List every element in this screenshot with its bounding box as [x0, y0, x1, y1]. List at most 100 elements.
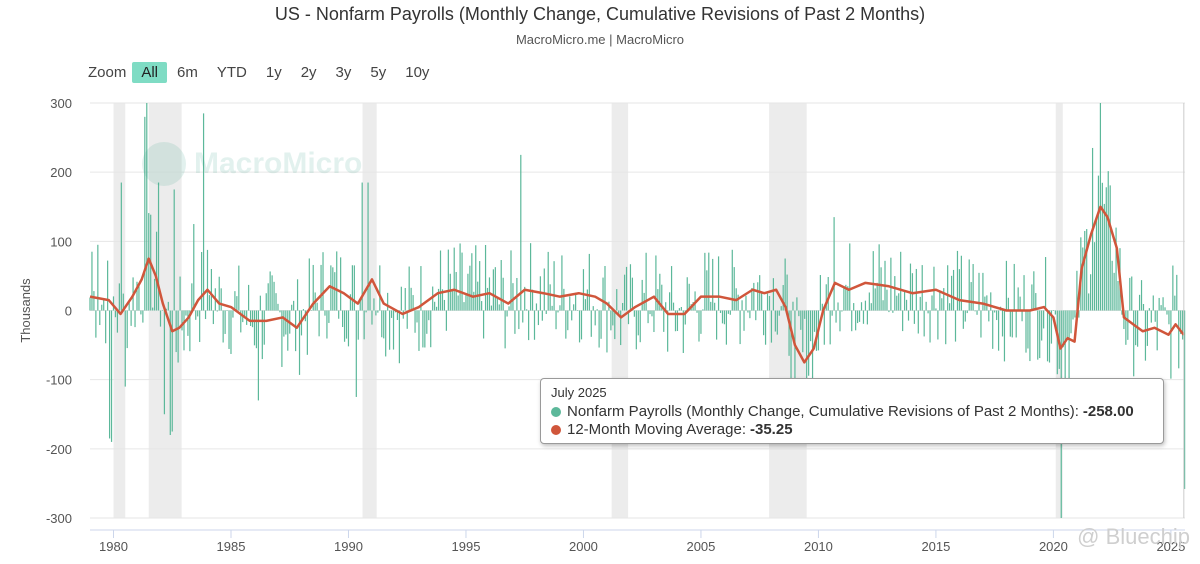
- payroll-bar: [851, 310, 853, 332]
- payroll-bar: [1105, 187, 1107, 311]
- payroll-bar: [909, 263, 912, 311]
- payroll-bar: [837, 302, 839, 311]
- payroll-bar: [234, 291, 236, 311]
- payroll-bar: [913, 310, 915, 324]
- payroll-bar: [935, 308, 937, 311]
- zoom-all-button[interactable]: All: [132, 62, 168, 83]
- payroll-bar: [1064, 310, 1066, 384]
- zoom-ytd-button[interactable]: YTD: [216, 64, 247, 81]
- payroll-bar: [1113, 272, 1115, 311]
- payroll-bar: [430, 310, 432, 348]
- payroll-bar: [1146, 310, 1149, 346]
- y-tick-label: 0: [65, 304, 72, 319]
- payroll-bar: [745, 295, 747, 311]
- payroll-bar: [212, 310, 214, 325]
- zoom-3y-button[interactable]: 3y: [335, 64, 352, 81]
- payroll-bar: [216, 310, 218, 312]
- payroll-bar: [347, 310, 350, 347]
- payroll-bar: [400, 286, 402, 311]
- payroll-bar: [473, 291, 475, 311]
- payroll-bar: [226, 310, 228, 312]
- payroll-bar: [324, 310, 326, 316]
- payroll-bar: [475, 245, 477, 311]
- payroll-bar: [357, 310, 359, 340]
- payroll-bar: [980, 310, 982, 338]
- payroll-bar: [467, 273, 469, 311]
- payroll-bar: [586, 289, 588, 311]
- payroll-bar: [606, 310, 608, 353]
- payroll-bar: [952, 269, 955, 311]
- payroll-bar: [616, 289, 618, 311]
- payroll-bar: [927, 310, 929, 314]
- payroll-bar: [717, 256, 720, 311]
- payroll-bar: [743, 310, 745, 331]
- payroll-bar: [179, 276, 181, 311]
- payroll-bar: [710, 301, 712, 311]
- payroll-bar: [939, 291, 941, 311]
- payroll-bar: [441, 289, 444, 311]
- zoom-1y-button[interactable]: 1y: [265, 64, 282, 81]
- chart-subtitle: MacroMicro.me | MacroMicro: [515, 32, 685, 47]
- payroll-bar: [1035, 293, 1037, 311]
- payroll-bar: [874, 288, 876, 311]
- payroll-bar: [696, 310, 698, 313]
- zoom-10y-button[interactable]: 10y: [405, 64, 430, 81]
- payroll-bar: [1158, 297, 1160, 311]
- payroll-bar: [112, 296, 115, 311]
- payroll-bar: [919, 296, 921, 311]
- payroll-bar: [653, 310, 655, 333]
- payroll-bar: [363, 310, 365, 340]
- payroll-bar: [481, 301, 483, 311]
- payroll-bar: [667, 310, 669, 352]
- payroll-bar: [582, 269, 585, 311]
- payroll-bar: [410, 287, 412, 311]
- payroll-bar: [1054, 310, 1056, 315]
- payroll-bar: [686, 277, 688, 311]
- payroll-bar: [968, 259, 970, 311]
- payroll-bar: [1041, 310, 1043, 341]
- payroll-bar: [714, 302, 716, 311]
- payroll-bar: [210, 269, 213, 311]
- payroll-bar: [1015, 310, 1017, 338]
- payroll-bar: [950, 275, 953, 311]
- payroll-bar: [625, 266, 628, 311]
- payroll-bar: [907, 310, 910, 321]
- payroll-bar: [808, 310, 810, 376]
- payroll-bar: [1084, 230, 1086, 311]
- y-tick-label: -100: [46, 373, 72, 388]
- payroll-bar: [1142, 304, 1145, 311]
- y-tick-label: -300: [46, 511, 72, 526]
- payroll-bar: [1170, 310, 1172, 379]
- zoom-5y-button[interactable]: 5y: [370, 64, 387, 81]
- payroll-bar: [445, 310, 447, 331]
- payroll-bar: [298, 310, 301, 375]
- payroll-bar: [917, 310, 919, 334]
- tooltip-series1-value: -258.00: [1082, 403, 1134, 420]
- payroll-bar: [629, 264, 632, 311]
- payroll-bar: [512, 283, 514, 311]
- payroll-bar: [134, 310, 136, 328]
- payroll-bar: [737, 294, 739, 311]
- payroll-bar: [655, 255, 657, 311]
- payroll-bar: [484, 244, 487, 311]
- payroll-bar: [91, 251, 93, 311]
- payroll-bar: [140, 310, 142, 315]
- payroll-bar: [259, 295, 261, 311]
- payroll-bar: [880, 267, 882, 311]
- payroll-bar: [181, 310, 183, 331]
- payroll-bar: [1044, 257, 1047, 311]
- payroll-bar: [1176, 274, 1178, 311]
- payroll-bar: [367, 182, 369, 311]
- zoom-6m-button[interactable]: 6m: [177, 64, 198, 81]
- payroll-bar: [821, 303, 823, 311]
- payroll-bar: [860, 302, 863, 311]
- payroll-bar: [504, 310, 506, 349]
- payroll-bar: [1125, 310, 1127, 345]
- payroll-bar: [610, 310, 612, 331]
- ma-dot-icon: [551, 425, 561, 435]
- payroll-bar: [506, 310, 508, 317]
- payroll-bar: [273, 281, 275, 311]
- payroll-bar: [479, 261, 481, 311]
- zoom-2y-button[interactable]: 2y: [300, 64, 317, 81]
